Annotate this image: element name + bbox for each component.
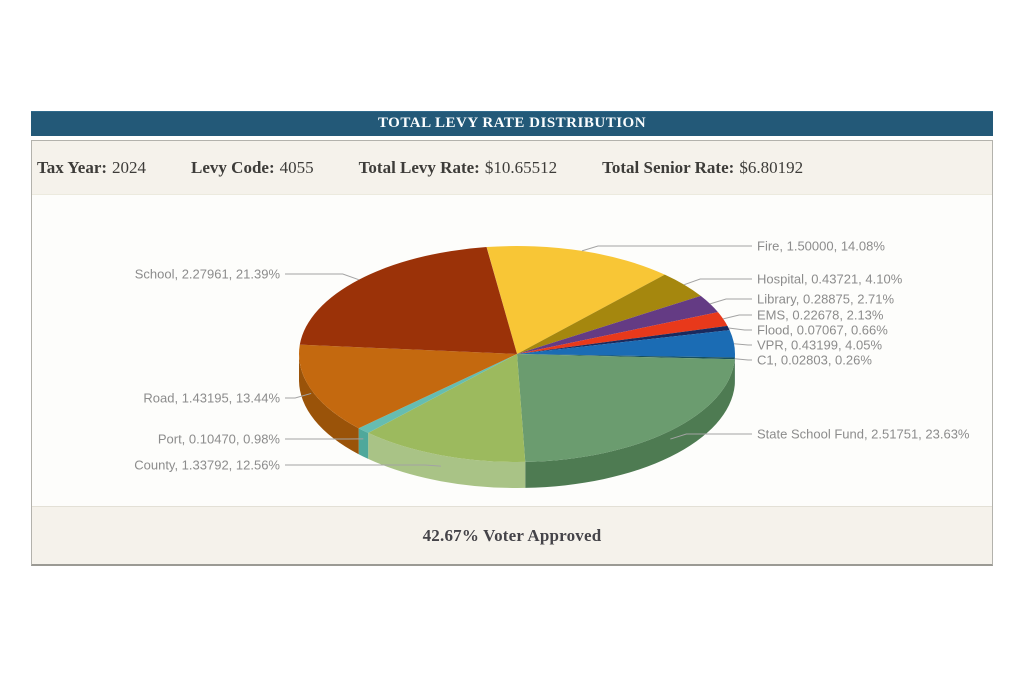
pie-slice-wall-county bbox=[368, 432, 526, 489]
leader-line-school bbox=[285, 273, 359, 281]
pie-slice-port bbox=[358, 354, 517, 433]
chart-area: Fire, 1.50000, 14.08% Hospital, 0.43721, … bbox=[32, 194, 992, 507]
pie-slice-fire bbox=[486, 246, 665, 354]
pie-slice-wall-road bbox=[299, 354, 359, 455]
total-senior-rate-field: Total Senior Rate: $6.80192 bbox=[602, 158, 803, 178]
pie-slice-c1 bbox=[517, 354, 735, 360]
pie-slice-school bbox=[299, 247, 517, 354]
slice-label-hospital: Hospital, 0.43721, 4.10% bbox=[757, 272, 903, 287]
slice-label-road: Road, 1.43195, 13.44% bbox=[143, 391, 280, 406]
slice-label-state-school-fund: State School Fund, 2.51751, 23.63% bbox=[757, 427, 970, 442]
levy-code-value: 4055 bbox=[279, 157, 314, 177]
tax-year-field: Tax Year: 2024 bbox=[37, 158, 146, 178]
slice-label-vpr: VPR, 0.43199, 4.05% bbox=[757, 338, 882, 353]
tax-year-value: 2024 bbox=[112, 157, 147, 177]
leader-line-flood bbox=[728, 327, 752, 331]
slice-label-fire: Fire, 1.50000, 14.08% bbox=[757, 239, 885, 254]
pie-slice-library bbox=[517, 295, 718, 354]
pie-chart: Fire, 1.50000, 14.08% Hospital, 0.43721, … bbox=[134, 239, 970, 489]
voter-approved-note: 42.67% Voter Approved bbox=[422, 525, 602, 545]
summary-bar: Tax Year: 2024 Levy Code: 4055 Total Levy … bbox=[32, 141, 992, 194]
leader-line-fire bbox=[581, 245, 752, 252]
pie-slice-state-school-fund bbox=[517, 354, 735, 462]
leader-line-c1 bbox=[734, 358, 752, 361]
levy-code-field: Levy Code: 4055 bbox=[191, 158, 314, 178]
slice-label-school: School, 2.27961, 21.39% bbox=[135, 267, 281, 282]
leader-line-ems bbox=[723, 314, 752, 320]
total-levy-rate-label: Total Levy Rate: bbox=[358, 157, 480, 177]
pie-slice-wall-port bbox=[358, 428, 369, 459]
tax-year-label: Tax Year: bbox=[37, 157, 108, 177]
leader-line-state-school-fund bbox=[670, 433, 752, 440]
pie-slice-wall-state-school-fund bbox=[525, 359, 735, 488]
slice-label-c1: C1, 0.02803, 0.26% bbox=[757, 353, 872, 368]
slice-label-library: Library, 0.28875, 2.71% bbox=[757, 292, 895, 307]
leader-line-county bbox=[285, 464, 441, 467]
levy-code-label: Levy Code: bbox=[191, 157, 275, 177]
levy-widget: TOTAL LEVY RATE DISTRIBUTION Tax Year: 20… bbox=[31, 111, 993, 566]
page-title: TOTAL LEVY RATE DISTRIBUTION bbox=[377, 115, 647, 131]
total-senior-rate-label: Total Senior Rate: bbox=[602, 157, 735, 177]
page-header: TOTAL LEVY RATE DISTRIBUTION bbox=[31, 111, 993, 136]
slice-label-ems: EMS, 0.22678, 2.13% bbox=[757, 308, 884, 323]
leader-line-library bbox=[709, 298, 752, 305]
total-levy-rate-value: $10.65512 bbox=[484, 157, 558, 177]
pie-slice-hospital bbox=[517, 274, 701, 354]
leader-line-hospital bbox=[683, 278, 752, 286]
pie-slice-county bbox=[368, 354, 526, 462]
total-levy-rate-field: Total Levy Rate: $10.65512 bbox=[359, 158, 557, 178]
slice-label-port: Port, 0.10470, 0.98% bbox=[158, 432, 281, 447]
pie-slice-road bbox=[299, 344, 517, 429]
total-senior-rate-value: $6.80192 bbox=[739, 157, 804, 177]
pie-slice-vpr bbox=[517, 330, 735, 358]
pie-slice-flood bbox=[517, 325, 730, 354]
slice-label-county: County, 1.33792, 12.56% bbox=[134, 458, 280, 473]
levy-panel: Tax Year: 2024 Levy Code: 4055 Total Levy … bbox=[31, 140, 993, 566]
leader-line-road bbox=[285, 392, 312, 399]
slice-label-flood: Flood, 0.07067, 0.66% bbox=[757, 323, 888, 338]
pie-slice-ems bbox=[517, 312, 728, 354]
leader-line-vpr bbox=[733, 343, 752, 346]
